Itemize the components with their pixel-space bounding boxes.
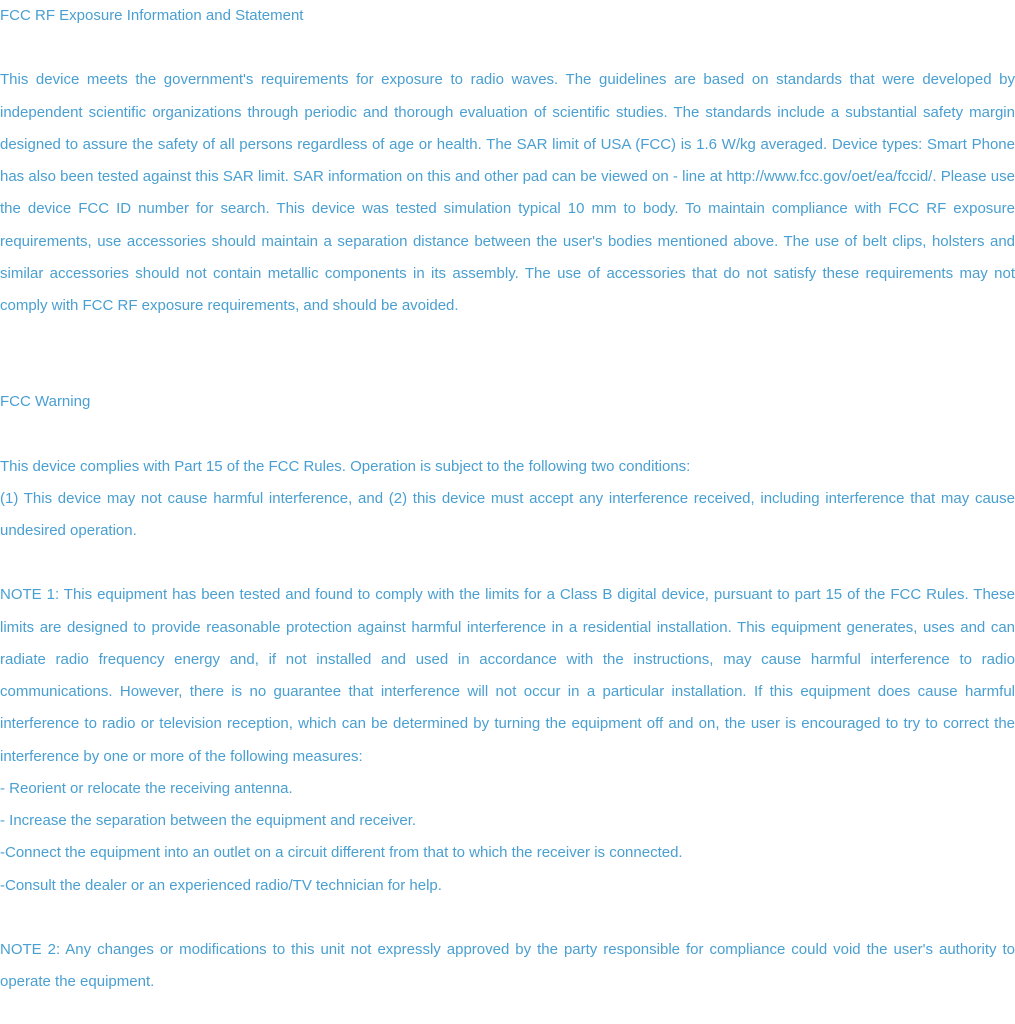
heading-fcc-warning: FCC Warning <box>0 386 1015 418</box>
heading-fcc-rf: FCC RF Exposure Information and Statemen… <box>0 0 1015 32</box>
bullet-consult: -Consult the dealer or an experienced ra… <box>0 870 1015 902</box>
paragraph-compliance-intro: This device complies with Part 15 of the… <box>0 451 1015 483</box>
paragraph-note2: NOTE 2: Any changes or modifications to … <box>0 934 1015 999</box>
bullet-outlet: -Connect the equipment into an outlet on… <box>0 837 1015 869</box>
paragraph-rf-exposure: This device meets the government's requi… <box>0 64 1015 322</box>
paragraph-compliance-conditions: (1) This device may not cause harmful in… <box>0 483 1015 548</box>
bullet-reorient: - Reorient or relocate the receiving ant… <box>0 773 1015 805</box>
paragraph-note1: NOTE 1: This equipment has been tested a… <box>0 579 1015 773</box>
bullet-separation: - Increase the separation between the eq… <box>0 805 1015 837</box>
